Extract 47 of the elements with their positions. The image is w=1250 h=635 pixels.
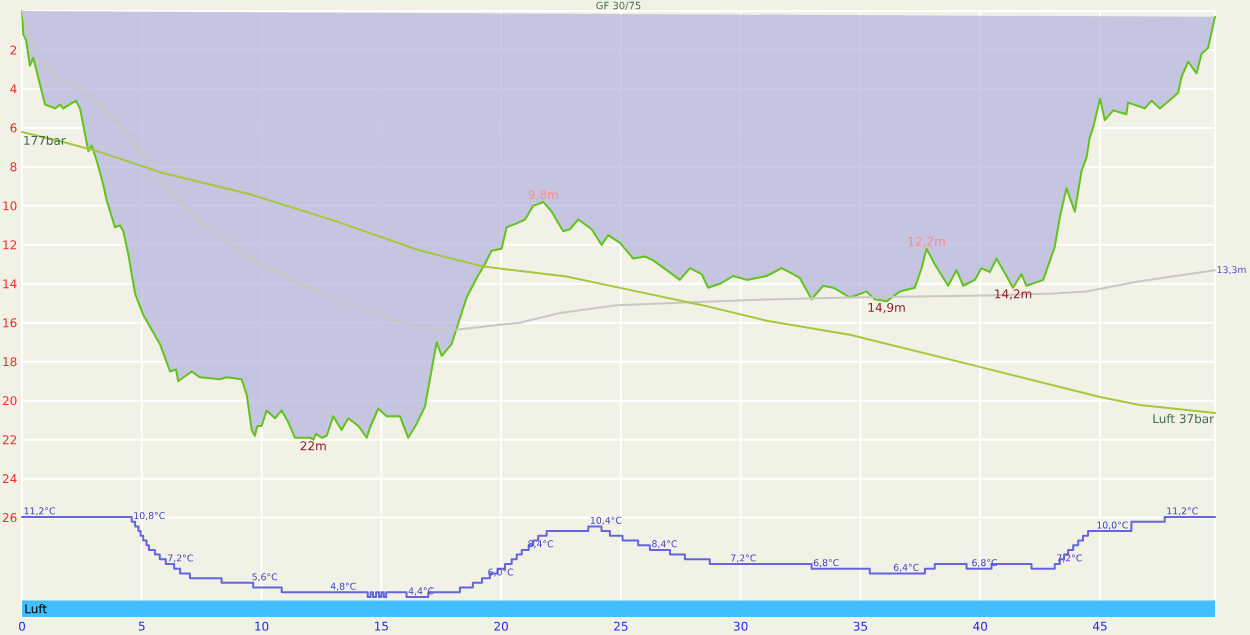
y-tick-label: 2 [10,45,17,55]
data-label: 14,9m [868,302,905,314]
data-label: 11,2°C [24,507,56,516]
y-tick-label: 20 [2,396,17,406]
data-label: 10,4°C [590,516,622,525]
data-label: 11,2°C [1167,507,1198,516]
data-label: 7,2°C [168,554,193,563]
y-tick-label: 18 [3,357,17,367]
y-tick-label: 24 [2,474,17,484]
data-label: 6,4°C [893,563,919,572]
y-tick-label: 12 [3,240,17,250]
x-tick-label: 10 [255,621,269,631]
band-label: Luft [25,604,47,614]
data-label: 9,8m [528,190,558,201]
data-label: 13,3m [1217,266,1246,275]
data-label: 4,8°C [330,582,356,591]
x-tick-label: 0 [18,621,26,631]
line-series [21,10,1216,332]
data-label: 5,6°C [252,573,278,582]
data-label: 14,2m [995,289,1032,300]
x-tick-label: 40 [973,621,988,631]
data-label: 10,0°C [1097,521,1128,530]
data-label: 8,4°C [652,540,677,549]
y-tick-label: 8 [10,162,17,172]
y-tick-label: 22 [2,435,17,445]
data-label: 22m [300,441,326,451]
x-tick-label: 35 [853,621,868,631]
chart-title: GF 30/75 [596,1,641,11]
data-label: Luft 37bar [1153,413,1215,424]
y-tick-label: 16 [3,318,17,328]
data-label: 7,2°C [731,554,756,563]
x-tick-label: 15 [375,621,388,631]
data-label: 12,2m [908,236,945,248]
y-tick-label: 6 [10,123,17,133]
y-tick-label: 10 [3,201,17,211]
x-tick-label: 30 [733,621,748,631]
data-label: 6,8°C [972,559,998,568]
data-label: 6,8°C [813,559,839,568]
x-tick-label: 20 [494,621,508,631]
x-tick-label: 25 [614,621,628,631]
x-tick-label: 45 [1092,621,1107,631]
y-tick-label: 14 [3,279,17,289]
data-label: 4,4°C [408,587,434,596]
x-tick-label: 5 [138,621,145,631]
y-tick-label: 4 [10,84,17,94]
data-label: 10,8°C [134,512,165,521]
y-tick-label: 26 [2,513,17,523]
